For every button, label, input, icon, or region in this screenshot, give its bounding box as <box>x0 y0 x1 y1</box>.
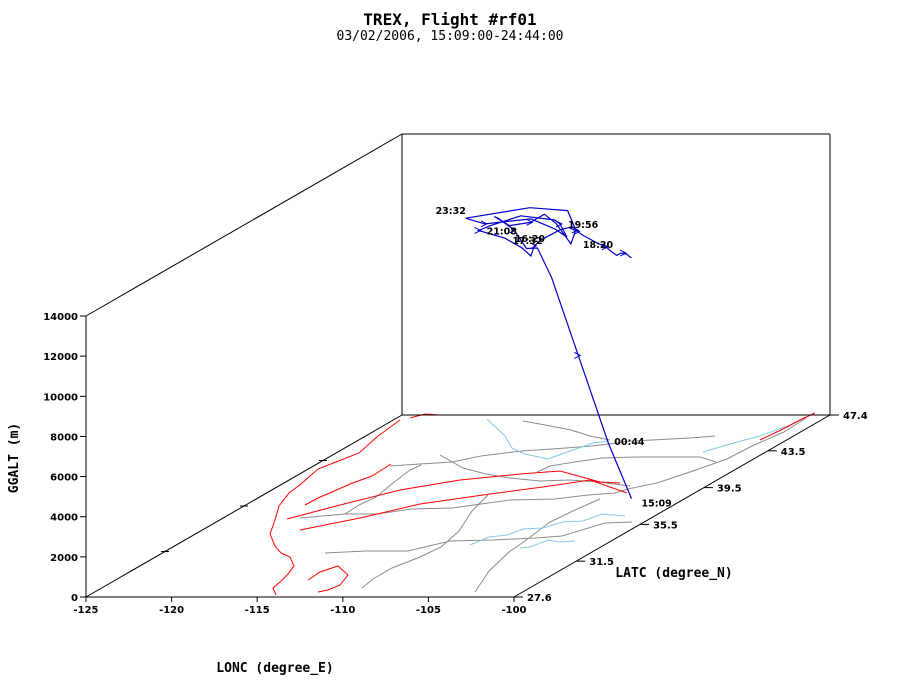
river-line <box>519 539 576 549</box>
direction-marker <box>574 351 582 359</box>
time-annotation: 17:32 <box>512 236 542 247</box>
direction-marker <box>530 242 538 250</box>
state-border-line <box>389 435 716 467</box>
z-tick-label: 10000 <box>43 392 78 403</box>
state-border-line <box>344 464 422 515</box>
z-axis-label: GGALT (m) <box>7 423 22 493</box>
z-tick-label: 4000 <box>50 513 78 524</box>
z-tick-label: 2000 <box>50 553 78 564</box>
state-border-line <box>439 454 631 487</box>
x-tick-label: -115 <box>245 605 270 616</box>
direction-marker <box>573 228 581 235</box>
x-axis-label: LONC (degree_E) <box>216 661 333 676</box>
x-tick-label: -105 <box>416 605 441 616</box>
y-tick-label: 39.5 <box>717 484 742 495</box>
y-axis-label: LATC (degree_N) <box>615 566 732 581</box>
time-annotation: 16:20 <box>515 234 546 245</box>
x-tick-label: -100 <box>501 605 526 616</box>
state-border-line <box>536 456 717 473</box>
time-annotation: 23:32 <box>436 206 466 217</box>
top-left-edge <box>85 133 403 317</box>
z-tick-label: 14000 <box>43 312 78 323</box>
time-annotation: 15:09 <box>641 499 671 510</box>
direction-marker <box>555 220 564 228</box>
direction-marker <box>509 226 518 234</box>
coastline <box>299 479 628 531</box>
x-tick-label: -120 <box>159 605 184 616</box>
x-tick-label: -110 <box>330 605 355 616</box>
coastline <box>286 470 621 520</box>
z-tick-label: 12000 <box>43 352 78 363</box>
chart-title: TREX, Flight #rf01 <box>363 10 536 29</box>
time-annotation: 18:20 <box>583 240 614 251</box>
y-tick-label: 31.5 <box>589 557 614 568</box>
coastline <box>304 463 392 506</box>
direction-marker <box>601 243 610 251</box>
y-tick-label: 27.6 <box>527 593 552 604</box>
axes-frame <box>85 133 831 598</box>
x-tick-label: -125 <box>73 605 98 616</box>
direction-marker <box>571 226 579 234</box>
coastline-features <box>269 412 816 596</box>
z-tick-label: 0 <box>71 593 78 604</box>
time-annotation: 21:08 <box>487 226 518 237</box>
y-axis-line <box>513 414 831 598</box>
coastline <box>307 565 349 593</box>
river-line <box>486 418 610 460</box>
y-tick-label: 47.4 <box>843 411 868 422</box>
ground-map-layer <box>269 412 816 596</box>
direction-marker <box>526 218 534 226</box>
state-borders <box>299 417 807 593</box>
river-line <box>469 513 626 546</box>
state-border-line <box>656 417 807 484</box>
direction-marker <box>480 220 488 228</box>
state-border-line <box>299 482 658 519</box>
z-tick-label: 6000 <box>50 473 78 484</box>
z-tick-label: 8000 <box>50 432 78 443</box>
time-annotation: 00:44 <box>614 437 645 448</box>
coastline <box>759 412 816 441</box>
y-tick-label: 35.5 <box>653 520 678 531</box>
flight-track-series <box>465 207 633 499</box>
coastline <box>269 419 401 596</box>
direction-marker <box>619 249 628 257</box>
chart-subtitle: 03/02/2006, 15:09:00-24:44:00 <box>337 29 564 44</box>
state-border-line <box>361 494 489 589</box>
state-border-line <box>324 521 633 554</box>
y-tick-label: 43.5 <box>781 447 806 458</box>
direction-marker <box>474 227 482 234</box>
state-border-line <box>474 498 601 593</box>
state-border-line <box>522 420 611 441</box>
time-annotation: 19:56 <box>568 220 599 231</box>
